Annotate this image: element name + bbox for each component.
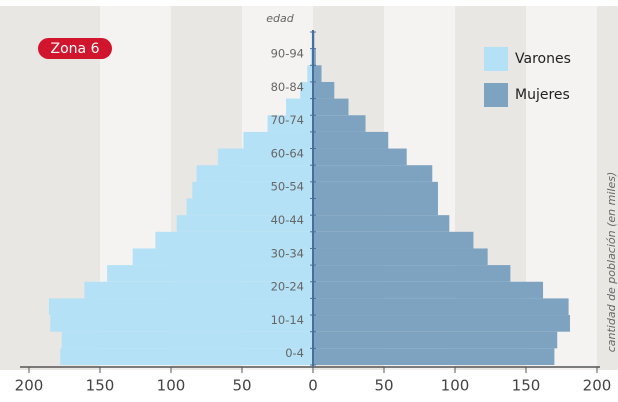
- bar: [313, 148, 407, 166]
- bar: [313, 81, 335, 99]
- bar: [243, 131, 313, 149]
- bar: [313, 198, 438, 216]
- age-label: 10-14: [271, 313, 304, 327]
- bar: [313, 165, 433, 182]
- x-tick-label: 50: [232, 377, 251, 395]
- zone-badge: [38, 38, 112, 59]
- bar: [310, 48, 313, 66]
- bar: [48, 298, 313, 316]
- bar: [313, 348, 555, 365]
- x-tick-label: 200: [15, 377, 44, 395]
- bar: [313, 181, 438, 199]
- bar: [313, 231, 474, 249]
- bar: [196, 165, 313, 182]
- y-axis-label: edad: [266, 12, 294, 25]
- legend-swatch: [484, 47, 508, 71]
- bar: [186, 198, 313, 216]
- bar: [313, 265, 511, 282]
- bar: [60, 348, 313, 365]
- bar: [300, 81, 313, 99]
- age-label: 50-54: [271, 180, 304, 194]
- age-label: 90-94: [271, 46, 304, 60]
- bar: [176, 215, 313, 232]
- age-label: 30-34: [271, 246, 304, 260]
- x-tick-label: 50: [374, 377, 393, 395]
- bar: [50, 315, 314, 332]
- age-label: 40-44: [271, 213, 304, 227]
- bar: [313, 215, 450, 232]
- legend-label: Mujeres: [515, 87, 570, 103]
- bar: [313, 48, 316, 66]
- x-tick-label: 0: [308, 377, 318, 395]
- x-tick-label: 150: [512, 377, 541, 395]
- bar: [84, 281, 313, 299]
- legend-swatch: [484, 83, 508, 107]
- bar: [313, 65, 322, 82]
- bar: [313, 248, 488, 266]
- x-tick-label: 100: [441, 377, 470, 395]
- bar: [307, 65, 313, 82]
- bar: [132, 248, 313, 266]
- age-label: 60-64: [271, 146, 304, 160]
- x-tick-label: 150: [86, 377, 115, 395]
- bar: [313, 131, 389, 149]
- bar: [313, 331, 558, 349]
- bar: [107, 265, 313, 282]
- x-tick-label: 100: [157, 377, 186, 395]
- bar: [217, 148, 313, 166]
- bar: [192, 181, 313, 199]
- bar: [286, 98, 313, 116]
- legend-label: Varones: [515, 51, 571, 67]
- bar: [313, 315, 571, 332]
- age-label: 0-4: [285, 346, 304, 360]
- bar: [313, 281, 544, 299]
- bar: [155, 231, 313, 249]
- age-label: 70-74: [271, 113, 304, 127]
- x-axis-label: cantidad de población (en miles): [605, 172, 618, 353]
- x-tick-label: 200: [583, 377, 612, 395]
- age-label: 80-84: [271, 80, 304, 94]
- bar: [313, 98, 349, 116]
- bar: [61, 331, 313, 349]
- bar: [313, 115, 366, 132]
- bar: [267, 115, 313, 132]
- age-label: 20-24: [271, 280, 304, 294]
- zone-label: Zona 6: [51, 41, 100, 57]
- bar: [313, 298, 569, 316]
